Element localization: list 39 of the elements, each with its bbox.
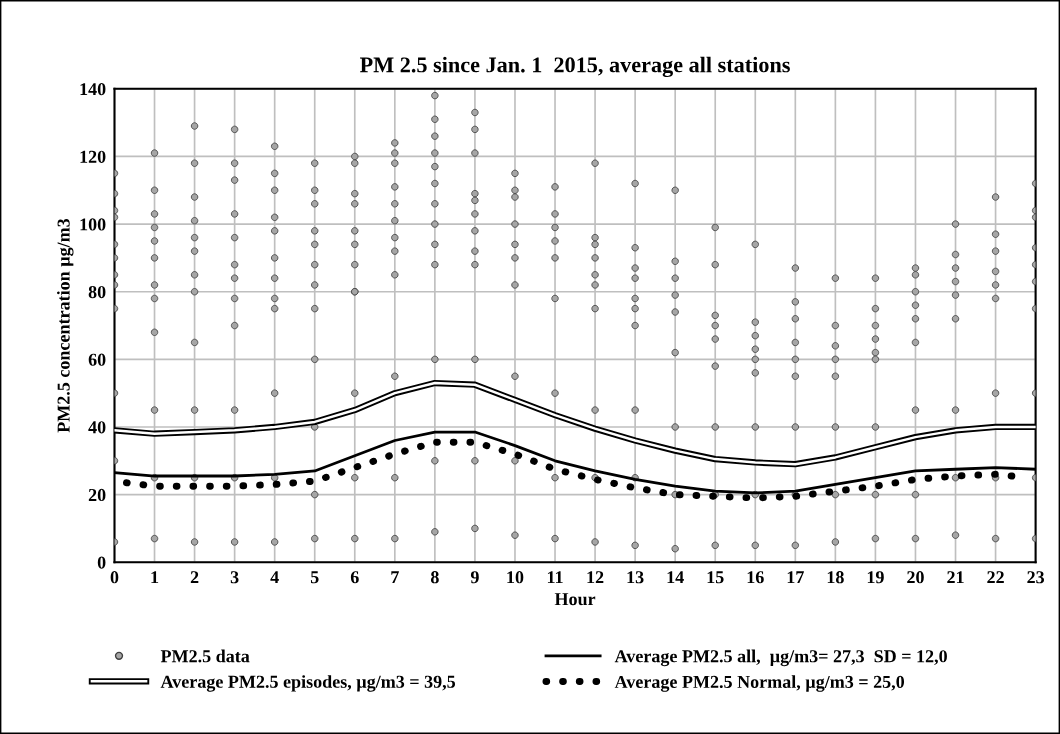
x-tick-label: 22 [987, 571, 1004, 584]
y-tick-label: 120 [80, 150, 106, 163]
x-tick-label: 17 [787, 571, 804, 584]
legend-label: Average PM2.5 all, µg/m3= 27,3 SD = 12,0 [614, 649, 947, 667]
x-tick-label: 18 [827, 571, 844, 584]
x-tick-label: 2 [190, 571, 199, 584]
x-axis-title: Hour [554, 593, 596, 606]
x-tick-label: 7 [391, 571, 399, 584]
x-tick-label: 15 [707, 571, 724, 584]
x-tick-label: 0 [110, 571, 119, 584]
y-tick-label: 140 [80, 83, 106, 96]
x-tick-label: 14 [667, 571, 684, 584]
x-tick-label: 20 [907, 571, 924, 584]
x-tick-label: 21 [947, 571, 964, 584]
x-tick-label: 12 [587, 571, 604, 584]
x-tick-label: 1 [151, 571, 159, 584]
legend-label: Average PM2.5 Normal, µg/m3 = 25,0 [614, 675, 905, 692]
y-tick-label: 80 [88, 285, 106, 299]
y-axis-title: PM2.5 concentration µg/m3 [56, 218, 74, 433]
y-tick-label: 100 [80, 218, 106, 231]
chart-title: PM 2.5 since Jan. 1 2015, average all stations [360, 56, 790, 78]
y-tick-label: 20 [88, 488, 106, 502]
x-tick-label: 9 [470, 571, 479, 584]
legend-label: PM2.5 data [160, 649, 250, 663]
y-tick-label: 60 [88, 353, 106, 366]
x-tick-label: 19 [867, 571, 884, 584]
x-tick-label: 23 [1027, 571, 1045, 584]
x-tick-label: 6 [350, 571, 359, 584]
x-tick-label: 8 [430, 571, 439, 584]
x-tick-label: 4 [270, 571, 279, 584]
x-tick-label: 13 [627, 571, 644, 584]
x-tick-label: 3 [230, 571, 239, 584]
x-tick-label: 10 [507, 571, 524, 584]
legend-label: Average PM2.5 episodes, µg/m3 = 39,5 [160, 675, 456, 692]
x-tick-label: 11 [547, 571, 563, 584]
y-tick-label: 40 [88, 421, 106, 434]
y-tick-label: 0 [97, 556, 106, 569]
x-tick-label: 5 [310, 571, 319, 584]
x-tick-label: 16 [747, 571, 764, 584]
